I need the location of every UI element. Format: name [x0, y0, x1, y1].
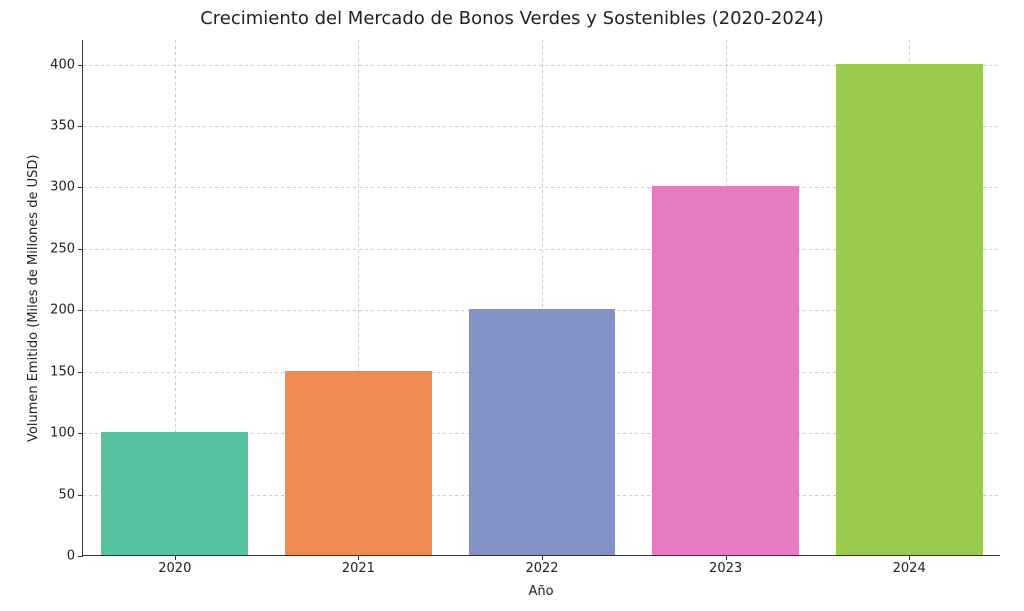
chart-container: Crecimiento del Mercado de Bonos Verdes …	[0, 0, 1024, 611]
bar	[285, 371, 432, 555]
chart-title: Crecimiento del Mercado de Bonos Verdes …	[0, 8, 1024, 29]
bar	[652, 186, 799, 555]
bar	[836, 64, 983, 555]
y-tick-label: 250	[50, 241, 83, 256]
y-axis-label: Volumen Emitido (Miles de Millones de US…	[26, 154, 41, 441]
y-tick-label: 400	[50, 57, 83, 72]
x-tick-label: 2024	[893, 555, 926, 576]
x-tick-label: 2022	[525, 555, 558, 576]
x-tick-label: 2023	[709, 555, 742, 576]
y-tick-label: 150	[50, 364, 83, 379]
y-tick-label: 350	[50, 119, 83, 134]
y-tick-label: 0	[67, 549, 83, 564]
plot-area: 0501001502002503003504002020202120222023…	[82, 40, 1000, 556]
y-tick-label: 100	[50, 426, 83, 441]
x-tick-label: 2020	[158, 555, 191, 576]
x-axis-label: Año	[82, 584, 1000, 599]
bar	[101, 432, 248, 555]
y-tick-label: 200	[50, 303, 83, 318]
y-tick-label: 300	[50, 180, 83, 195]
x-tick-label: 2021	[342, 555, 375, 576]
y-tick-label: 50	[58, 487, 83, 502]
bar	[469, 309, 616, 555]
